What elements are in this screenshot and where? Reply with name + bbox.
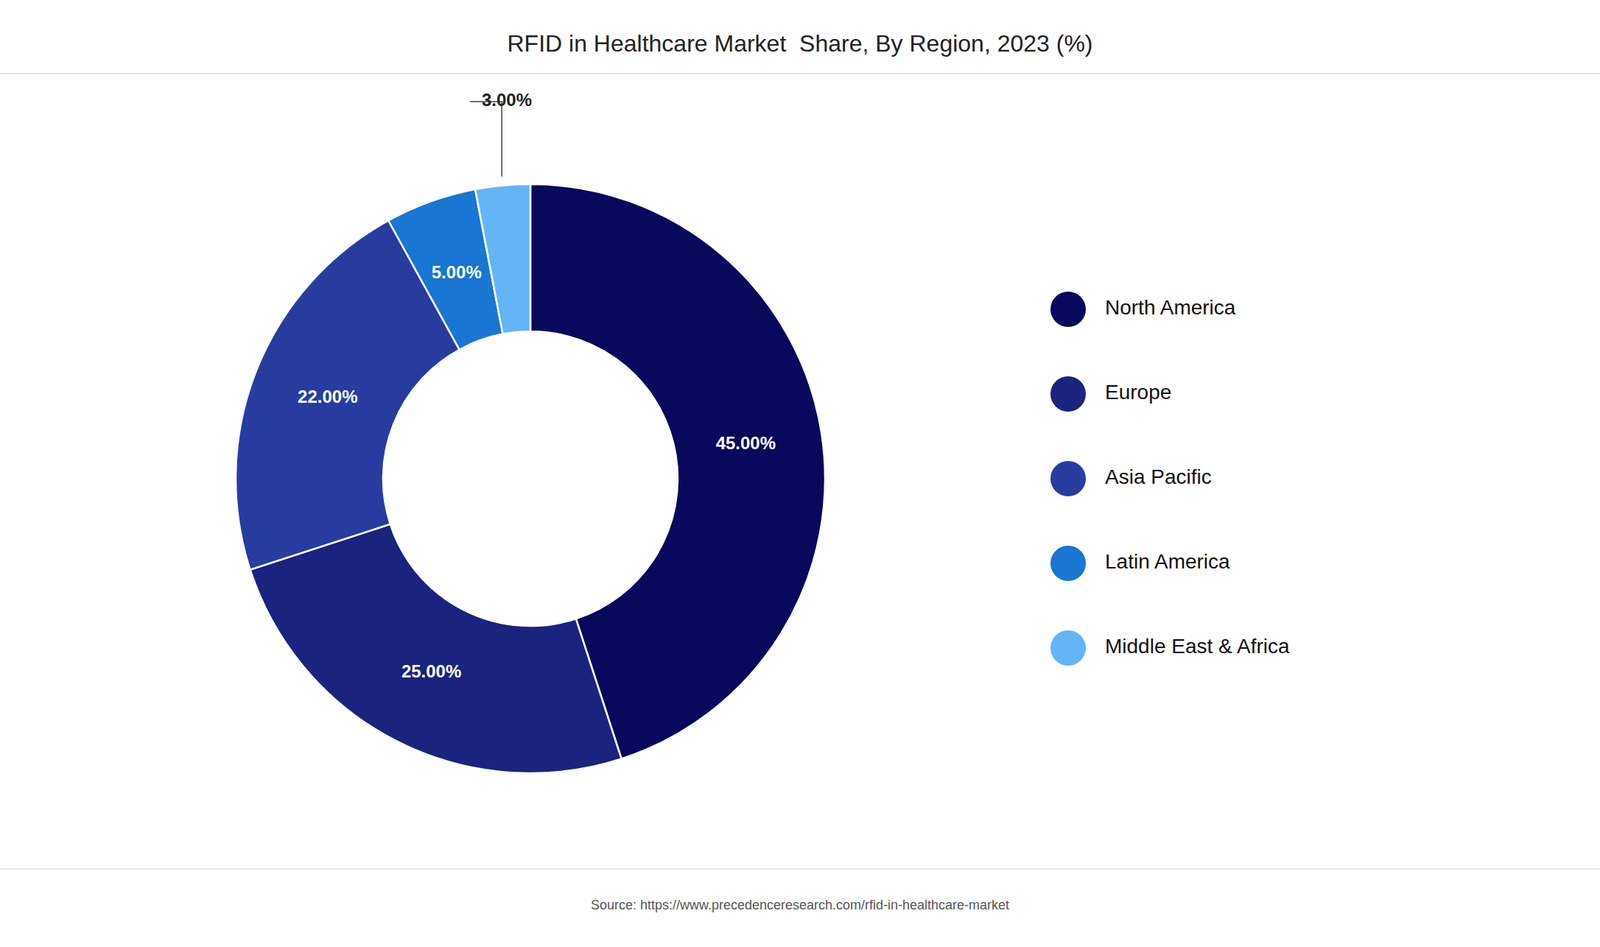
data-labels: 45.00% 25.00% 22.00% 5.00% 3.00% bbox=[297, 89, 776, 682]
data-label: 5.00% bbox=[431, 262, 482, 283]
divider bbox=[0, 73, 1600, 75]
title: RFID in Healthcare Market Share, By Regi… bbox=[507, 30, 1094, 57]
legend-label: Europe bbox=[1104, 380, 1172, 404]
data-label: 3.00% bbox=[481, 89, 532, 110]
slice bbox=[475, 184, 531, 335]
divider bbox=[0, 869, 1600, 870]
legend-swatch bbox=[1050, 461, 1086, 497]
legend-label: Latin America bbox=[1104, 550, 1231, 574]
slices bbox=[235, 184, 826, 774]
source-note: Source: https://www.precedenceresearch.c… bbox=[590, 897, 1010, 913]
slice bbox=[250, 524, 622, 774]
legend-label: Asia Pacific bbox=[1104, 465, 1212, 489]
leader-line bbox=[469, 101, 502, 177]
legend-label: North America bbox=[1104, 296, 1237, 319]
legend-swatch bbox=[1050, 545, 1086, 582]
background bbox=[0, 0, 1600, 947]
legend-label: Middle East & Africa bbox=[1104, 634, 1290, 658]
chart: RFID in Healthcare Market Share, By Regi… bbox=[0, 0, 1600, 947]
legend-swatch bbox=[1050, 291, 1086, 328]
legend-swatch bbox=[1050, 376, 1086, 412]
legend-swatch bbox=[1050, 630, 1086, 666]
data-label: 22.00% bbox=[297, 386, 358, 407]
legend: North America Europe Asia Pacific Latin Ame… bbox=[1050, 291, 1290, 666]
data-label: 25.00% bbox=[401, 661, 462, 682]
data-label: 45.00% bbox=[716, 433, 776, 454]
